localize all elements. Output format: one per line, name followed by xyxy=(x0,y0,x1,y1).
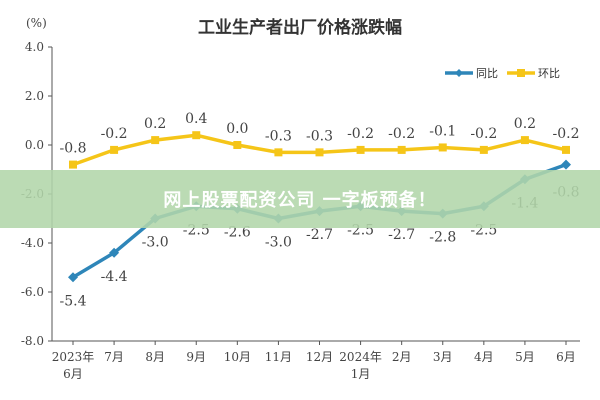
series-point-1 xyxy=(479,145,488,154)
data-label-1: -0.2 xyxy=(553,126,580,142)
data-label-0: -2.6 xyxy=(224,225,251,241)
series-point-0 xyxy=(68,272,78,283)
series-point-1 xyxy=(397,145,406,154)
series-point-1 xyxy=(233,141,242,149)
overlay-banner: 网上股票配资公司 一字板预备！ xyxy=(0,170,600,228)
y-tick-label: 2.0 xyxy=(25,89,44,103)
series-point-0 xyxy=(561,159,571,170)
y-tick-label: 4.0 xyxy=(25,40,44,54)
legend-label-1: 环比 xyxy=(538,67,560,80)
data-label-0: -5.4 xyxy=(60,293,87,309)
y-axis-unit: (%) xyxy=(26,16,47,30)
x-tick-label: 10月 xyxy=(224,350,251,364)
x-tick-label: 2月 xyxy=(392,350,412,364)
data-label-1: -0.3 xyxy=(306,128,333,144)
x-tick-label: 6月 xyxy=(556,350,576,364)
legend-label-0: 同比 xyxy=(476,67,498,80)
data-label-0: -2.8 xyxy=(429,230,456,246)
data-label-0: -3.0 xyxy=(265,235,292,251)
x-tick-label: 6月 xyxy=(63,367,83,381)
data-label-1: 0.4 xyxy=(185,111,207,127)
legend-marker-0 xyxy=(455,69,463,77)
series-point-0 xyxy=(109,247,120,258)
data-label-1: -0.3 xyxy=(265,128,292,144)
data-label-0: -2.7 xyxy=(388,227,415,243)
y-tick-label: -8.0 xyxy=(21,334,44,348)
data-label-1: 0.2 xyxy=(144,116,166,132)
data-label-1: -0.2 xyxy=(347,126,374,142)
x-tick-label: 9月 xyxy=(186,350,206,364)
legend-marker-1 xyxy=(517,69,525,77)
series-point-1 xyxy=(562,145,570,154)
series-point-1 xyxy=(151,136,160,145)
x-tick-label: 2023年 xyxy=(52,350,95,364)
data-label-1: -0.2 xyxy=(101,126,128,142)
banner-text: 网上股票配资公司 一字板预备！ xyxy=(163,190,437,211)
x-tick-label: 7月 xyxy=(104,350,124,364)
y-tick-label: -4.0 xyxy=(21,236,44,250)
data-label-0: -4.4 xyxy=(101,269,128,285)
data-label-1: -0.2 xyxy=(388,126,415,142)
data-label-1: -0.2 xyxy=(470,126,497,142)
series-point-1 xyxy=(356,145,365,154)
series-point-1 xyxy=(69,160,77,169)
x-tick-label: 3月 xyxy=(433,350,453,364)
x-tick-label: 2024年 xyxy=(339,350,382,364)
series-point-1 xyxy=(520,136,529,145)
data-label-1: -0.8 xyxy=(60,141,87,157)
y-tick-label: 0.0 xyxy=(25,138,44,152)
x-tick-label: 11月 xyxy=(265,350,292,364)
x-tick-label: 5月 xyxy=(515,350,535,364)
series-point-1 xyxy=(438,143,447,152)
series-point-1 xyxy=(274,148,283,157)
data-label-1: 0.0 xyxy=(226,121,248,137)
x-tick-label: 12月 xyxy=(306,350,333,364)
series-point-1 xyxy=(110,145,119,154)
data-label-0: -2.7 xyxy=(306,227,333,243)
x-tick-label: 4月 xyxy=(474,350,494,364)
data-label-1: -0.1 xyxy=(429,123,456,139)
series-point-1 xyxy=(315,148,324,157)
x-tick-label: 1月 xyxy=(351,367,371,381)
data-label-1: 0.2 xyxy=(514,116,536,132)
data-label-0: -3.0 xyxy=(142,235,169,251)
y-tick-label: -6.0 xyxy=(21,285,44,299)
series-point-1 xyxy=(192,131,201,140)
x-tick-label: 8月 xyxy=(145,350,165,364)
chart-title: 工业生产者出厂价格涨跌幅 xyxy=(198,17,402,38)
